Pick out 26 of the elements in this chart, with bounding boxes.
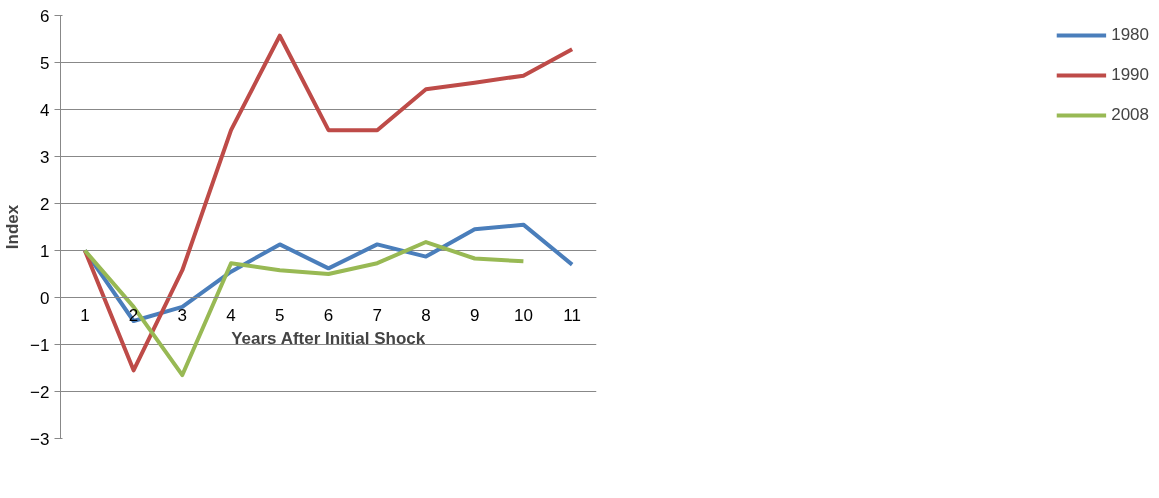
x-tick-label: 5 (275, 305, 285, 325)
x-tick-label: 3 (177, 305, 188, 325)
y-tick-label: 6 (40, 6, 50, 26)
y-tick-label: 5 (40, 53, 50, 73)
y-tick-label: 2 (40, 194, 50, 214)
y-tick-label: 4 (40, 100, 50, 120)
legend-label: 1990 (1111, 65, 1149, 85)
x-tick-label: 2 (128, 305, 139, 325)
x-axis-title: Years After Initial Shock (231, 328, 426, 348)
y-tick-label: −1 (30, 335, 50, 355)
y-tick-label: 3 (40, 147, 50, 167)
x-tick-label: 7 (372, 305, 382, 325)
x-tick-label: 8 (421, 305, 431, 325)
legend-label: 2008 (1111, 105, 1149, 125)
y-tick-label: −2 (30, 382, 50, 402)
x-tick-label: 4 (226, 305, 236, 325)
y-tick-label: −3 (30, 429, 50, 449)
x-tick-label: 6 (323, 305, 334, 325)
x-tick-label: 1 (80, 305, 90, 325)
x-tick-label: 9 (469, 305, 480, 325)
legend-label: 1980 (1111, 25, 1149, 45)
y-axis-title: Index (3, 204, 23, 250)
x-tick-label: 11 (563, 305, 581, 325)
y-tick-label: 0 (40, 288, 50, 308)
x-tick-label: 10 (513, 305, 533, 325)
y-tick-label: 1 (40, 241, 50, 261)
